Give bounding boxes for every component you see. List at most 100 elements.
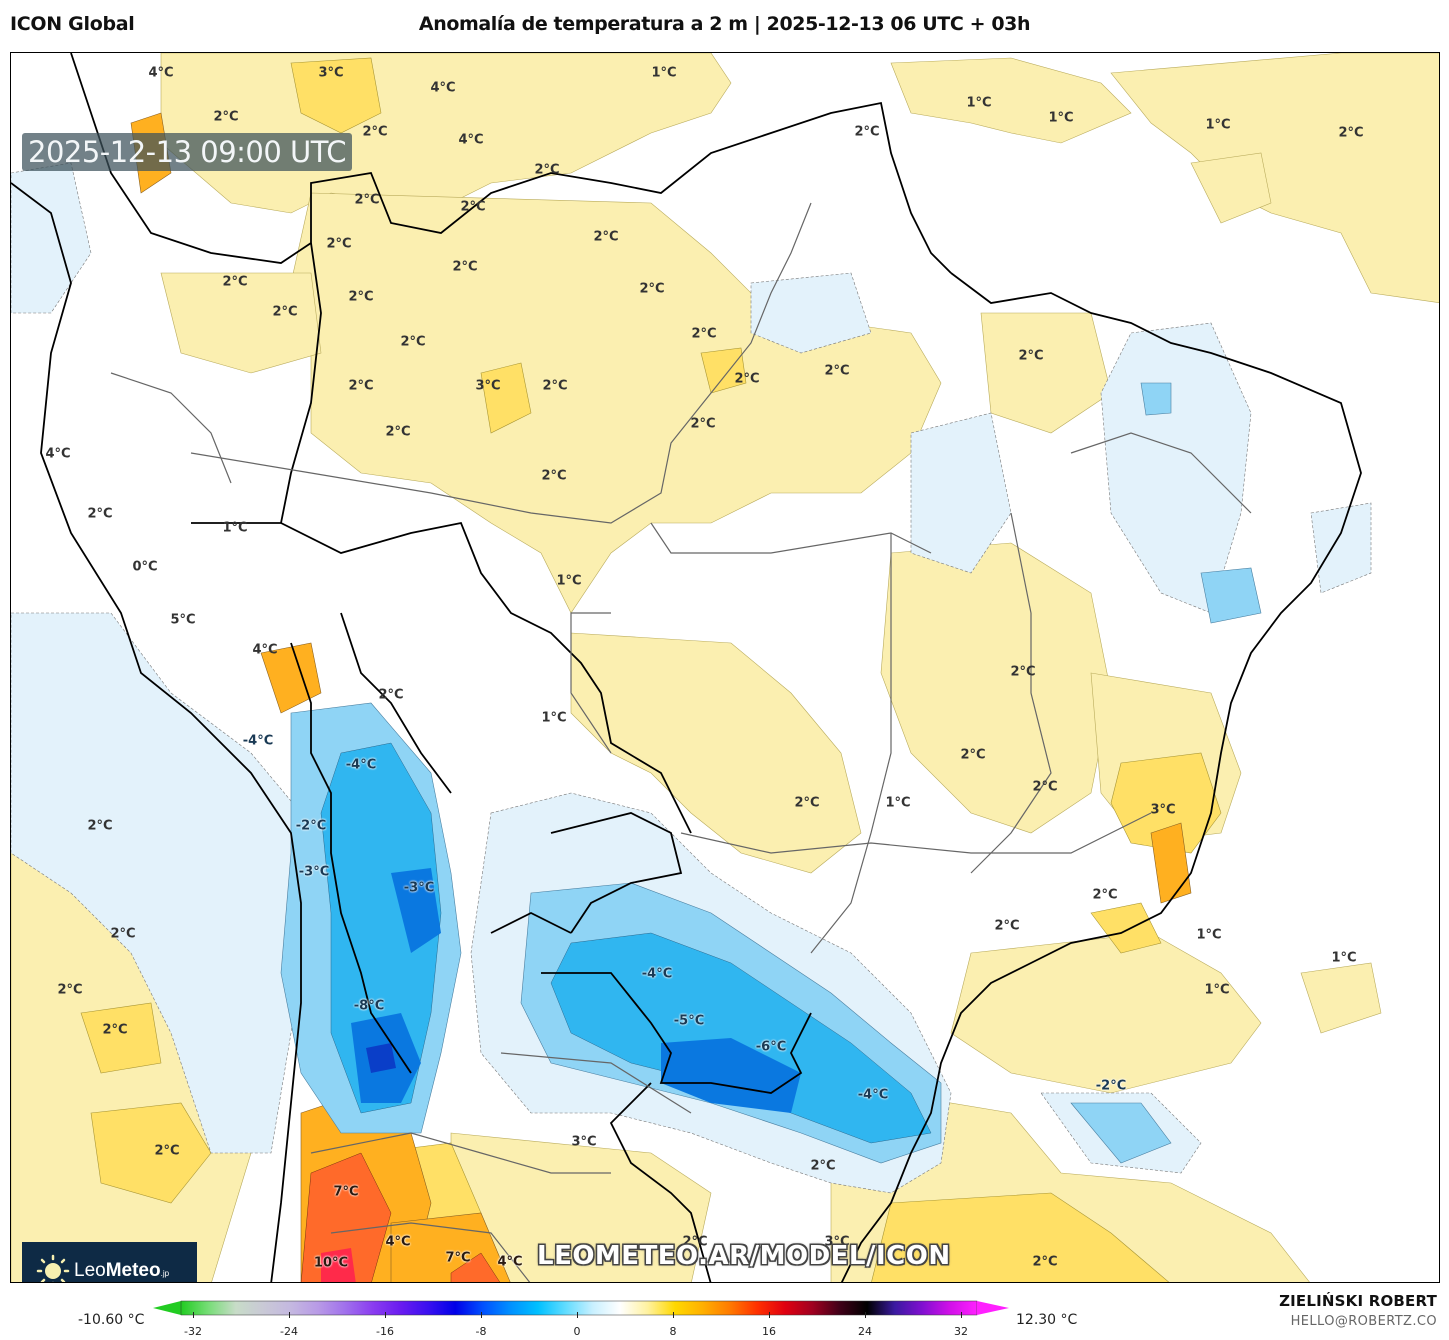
isotherm-label: 2°C (272, 304, 298, 320)
isotherm-label: 2°C (691, 326, 717, 342)
colorbar-tick-mark (289, 1312, 290, 1318)
isotherm-label: 2°C (1010, 664, 1036, 680)
isotherm-label: -2°C (1095, 1078, 1127, 1094)
author-name: ZIELIŃSKI ROBERT (1279, 1292, 1437, 1310)
temperature-anomaly-map[interactable]: 2025-12-13 09:00 UTC 4°C 3°C 2°C 4°C 1°C 4°C 2… (10, 52, 1440, 1283)
isotherm-label: 2°C (810, 1158, 836, 1174)
colorbar-tick-label: -32 (184, 1325, 202, 1338)
leometeo-logo[interactable]: LeoMeteo.jp (22, 1242, 197, 1282)
isotherm-label: 1°C (966, 95, 992, 111)
colorbar-right-arrow (977, 1301, 1009, 1315)
isotherm-label: 4°C (252, 642, 278, 658)
isotherm-label: 2°C (354, 192, 380, 208)
isotherm-label: 2°C (690, 416, 716, 432)
isotherm-label: 1°C (1204, 982, 1230, 998)
colorbar-tick-mark (481, 1312, 482, 1318)
logo-text: LeoMeteo.jp (74, 1260, 170, 1281)
isotherm-label: 2°C (534, 162, 560, 178)
isotherm-label: -6°C (755, 1039, 787, 1055)
author-email[interactable]: HELLO@ROBERTZ.CO (1290, 1314, 1437, 1329)
isotherm-label: 1°C (1048, 110, 1074, 126)
isotherm-label: 0°C (132, 559, 158, 575)
isotherm-label: 2°C (400, 334, 426, 350)
colorbar-tick-label: -24 (280, 1325, 298, 1338)
isotherm-label: 3°C (571, 1134, 597, 1150)
colorbar-tick-label: 24 (858, 1325, 872, 1338)
isotherm-label: 2°C (854, 124, 880, 140)
isotherm-label: 2°C (682, 1234, 708, 1250)
colorbar (153, 1300, 1013, 1340)
isotherm-label: 7°C (445, 1250, 471, 1266)
colorbar-gradient (153, 1300, 1009, 1316)
isotherm-label: 2°C (824, 363, 850, 379)
colorbar-tick-label: -16 (376, 1325, 394, 1338)
isotherm-label: 2°C (639, 281, 665, 297)
isotherm-label: 1°C (222, 520, 248, 536)
isotherm-label: 3°C (318, 65, 344, 81)
isotherm-label: 2°C (154, 1143, 180, 1159)
isotherm-label: 10°C (313, 1255, 349, 1271)
isotherm-label: 2°C (87, 818, 113, 834)
isotherm-label: 2°C (348, 378, 374, 394)
colorbar-tick-mark (865, 1312, 866, 1318)
isotherm-label: 2°C (378, 687, 404, 703)
isotherm-label: 2°C (541, 468, 567, 484)
isotherm-label: 4°C (458, 132, 484, 148)
isotherm-label: 2°C (794, 795, 820, 811)
isotherm-label: 2°C (452, 259, 478, 275)
isotherm-label: 4°C (497, 1254, 523, 1270)
colorbar-tick-label: -8 (475, 1325, 487, 1338)
colorbar-left-arrow (153, 1301, 181, 1315)
isotherm-label: -8°C (353, 998, 385, 1014)
isotherm-label: 4°C (148, 65, 174, 81)
isotherm-label: 1°C (541, 710, 567, 726)
isotherm-label: 2°C (1018, 348, 1044, 364)
isotherm-label: -5°C (673, 1013, 705, 1029)
colorbar-min-value: -10.60 °C (78, 1312, 145, 1328)
isotherm-label: 2°C (1032, 779, 1058, 795)
isotherm-label: 2°C (593, 229, 619, 245)
colorbar-tick-mark (577, 1312, 578, 1318)
isotherm-label: 2°C (362, 124, 388, 140)
isotherm-label: 2°C (960, 747, 986, 763)
isotherm-label: 2°C (1338, 125, 1364, 141)
isotherm-label: 2°C (1032, 1254, 1058, 1270)
isotherm-label: 2°C (542, 378, 568, 394)
isotherm-label: 2°C (57, 982, 83, 998)
colorbar-tick-label: 32 (954, 1325, 968, 1338)
chart-title: Anomalía de temperatura a 2 m | 2025-12-… (418, 13, 1031, 35)
isotherm-label: 4°C (385, 1234, 411, 1250)
isotherm-label: 3°C (475, 378, 501, 394)
colorbar-tick-mark (385, 1312, 386, 1318)
colorbar-max-value: 12.30 °C (1016, 1312, 1078, 1328)
colorbar-tick-mark (193, 1312, 194, 1318)
isotherm-label: 2°C (994, 918, 1020, 934)
isotherm-label: 2°C (348, 289, 374, 305)
isotherm-label: -3°C (403, 880, 435, 896)
model-name: ICON Global (10, 13, 135, 35)
website-watermark: LEOMETEO.AR/MODEL/ICON (537, 1241, 951, 1271)
map-field (11, 53, 1439, 1282)
isotherm-label: 2°C (385, 424, 411, 440)
isotherm-label: 2°C (222, 274, 248, 290)
isotherm-label: 1°C (1205, 117, 1231, 133)
isotherm-label: 2°C (102, 1022, 128, 1038)
isotherm-label: 1°C (885, 795, 911, 811)
isotherm-label: 3°C (1150, 802, 1176, 818)
isotherm-label: -4°C (345, 757, 377, 773)
colorbar-tick-mark (673, 1312, 674, 1318)
isotherm-label: 2°C (460, 199, 486, 215)
colorbar-tick-label: 0 (573, 1325, 581, 1338)
colorbar-tick-mark (769, 1312, 770, 1318)
valid-time-badge: 2025-12-13 09:00 UTC (22, 133, 353, 171)
isotherm-label: 3°C (824, 1234, 850, 1250)
isotherm-label: 2°C (734, 371, 760, 387)
isotherm-label: 1°C (1196, 927, 1222, 943)
isotherm-label: 2°C (213, 109, 239, 125)
isotherm-label: -4°C (641, 966, 673, 982)
isotherm-label: 5°C (170, 612, 196, 628)
isotherm-label: 4°C (45, 446, 71, 462)
colorbar-tick-mark (961, 1312, 962, 1318)
colorbar-tick-label: 8 (669, 1325, 677, 1338)
isotherm-label: -3°C (298, 864, 330, 880)
